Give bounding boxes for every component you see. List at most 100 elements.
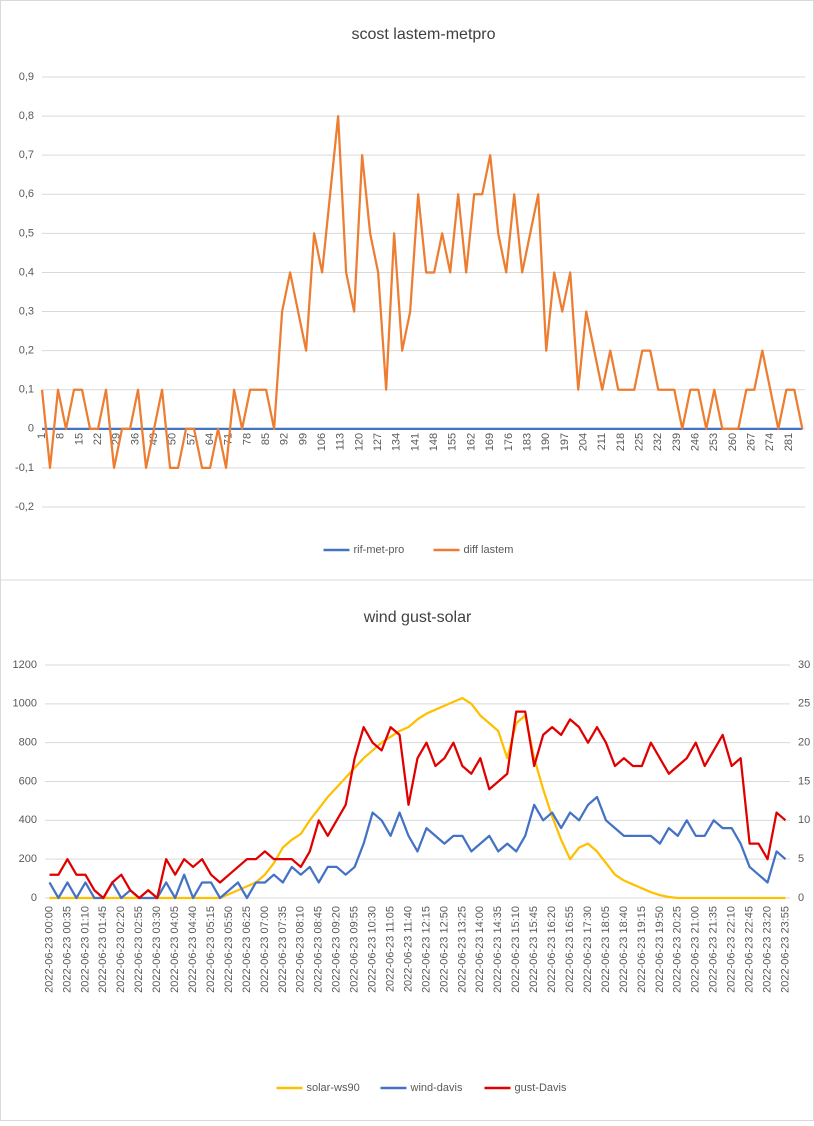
series-line bbox=[48, 795, 787, 900]
x-tick-label: 232 bbox=[652, 433, 664, 451]
x-tick-label: 2022-06-23 18:05 bbox=[600, 906, 612, 993]
x-tick-label: 78 bbox=[241, 433, 253, 445]
y-tick-label: 1200 bbox=[13, 659, 37, 671]
x-tick-label: 2022-06-23 06:25 bbox=[241, 906, 253, 993]
y-tick-label: 200 bbox=[19, 853, 37, 865]
x-tick-label: 15 bbox=[73, 433, 85, 445]
x-tick-label: 218 bbox=[615, 433, 627, 451]
x-tick-label: 2022-06-23 21:35 bbox=[708, 906, 720, 993]
x-tick-label: 190 bbox=[540, 433, 552, 451]
y-tick-label: 1000 bbox=[13, 698, 37, 710]
y-tick-label: 0,7 bbox=[19, 149, 34, 161]
x-tick-label: 57 bbox=[185, 433, 197, 445]
y-tick-label: 0,4 bbox=[19, 266, 34, 278]
x-tick-label: 2022-06-23 22:45 bbox=[744, 906, 756, 993]
x-tick-label: 2022-06-23 00:00 bbox=[43, 906, 55, 993]
x-tick-label: 211 bbox=[596, 433, 608, 451]
legend-label: solar-ws90 bbox=[307, 1082, 360, 1094]
x-tick-label: 176 bbox=[503, 433, 515, 451]
x-tick-label: 120 bbox=[353, 433, 365, 451]
x-tick-label: 2022-06-23 08:10 bbox=[295, 906, 307, 993]
series-line bbox=[49, 710, 787, 900]
x-tick-label: 134 bbox=[391, 433, 403, 451]
y2-tick-label: 5 bbox=[798, 853, 804, 865]
x-tick-label: 225 bbox=[634, 433, 646, 451]
x-tick-label: 148 bbox=[428, 433, 440, 451]
x-tick-label: 253 bbox=[708, 433, 720, 451]
x-tick-label: 169 bbox=[484, 433, 496, 451]
x-tick-label: 2022-06-23 21:00 bbox=[690, 906, 702, 993]
x-tick-label: 1 bbox=[36, 433, 48, 439]
y-tick-label: 800 bbox=[19, 737, 37, 749]
x-tick-label: 2022-06-23 05:15 bbox=[205, 906, 217, 993]
x-tick-label: 162 bbox=[465, 433, 477, 451]
x-tick-label: 2022-06-23 13:25 bbox=[456, 906, 468, 993]
y2-tick-label: 25 bbox=[798, 698, 810, 710]
x-tick-label: 36 bbox=[129, 433, 141, 445]
x-tick-label: 2022-06-23 19:15 bbox=[636, 906, 648, 993]
x-tick-label: 2022-06-23 01:45 bbox=[97, 906, 109, 993]
y-tick-label: 600 bbox=[19, 775, 37, 787]
x-tick-label: 2022-06-23 02:55 bbox=[133, 906, 145, 993]
x-tick-label: 2022-06-23 23:55 bbox=[779, 906, 791, 993]
y-tick-label: 0,6 bbox=[19, 188, 34, 200]
x-tick-label: 8 bbox=[55, 433, 67, 439]
x-tick-label: 2022-06-23 12:15 bbox=[420, 906, 432, 993]
x-tick-label: 2022-06-23 11:40 bbox=[402, 906, 414, 992]
legend-label: diff lastem bbox=[464, 544, 514, 556]
x-tick-label: 2022-06-23 02:20 bbox=[115, 906, 127, 993]
x-tick-label: 2022-06-23 15:10 bbox=[510, 906, 522, 993]
y-tick-label: 0,3 bbox=[19, 305, 34, 317]
x-tick-label: 2022-06-23 08:45 bbox=[313, 906, 325, 993]
x-tick-label: 2022-06-23 16:20 bbox=[546, 906, 558, 993]
y-tick-label: 0,5 bbox=[19, 227, 34, 239]
y-tick-label: 0 bbox=[28, 423, 34, 435]
x-tick-label: 2022-06-23 11:05 bbox=[384, 906, 396, 992]
x-tick-label: 2022-06-23 00:35 bbox=[61, 906, 73, 993]
x-tick-label: 2022-06-23 19:50 bbox=[654, 906, 666, 993]
series-line bbox=[40, 114, 804, 470]
x-tick-label: 204 bbox=[577, 433, 589, 451]
legend-label: rif-met-pro bbox=[354, 544, 405, 556]
y2-tick-label: 20 bbox=[798, 737, 810, 749]
x-tick-label: 2022-06-23 09:20 bbox=[331, 906, 343, 993]
series-line bbox=[49, 696, 786, 900]
x-tick-label: 50 bbox=[167, 433, 179, 445]
x-tick-label: 2022-06-23 07:35 bbox=[277, 906, 289, 993]
x-tick-label: 2022-06-23 18:40 bbox=[618, 906, 630, 993]
x-tick-label: 2022-06-23 10:30 bbox=[367, 906, 379, 993]
x-tick-label: 2022-06-23 05:50 bbox=[223, 906, 235, 993]
x-tick-label: 2022-06-23 01:10 bbox=[79, 906, 91, 993]
x-tick-label: 274 bbox=[764, 433, 776, 451]
x-tick-label: 267 bbox=[746, 433, 758, 451]
x-tick-label: 2022-06-23 03:30 bbox=[151, 906, 163, 993]
y2-tick-label: 0 bbox=[798, 892, 804, 904]
x-tick-label: 22 bbox=[92, 433, 104, 445]
x-tick-label: 113 bbox=[335, 433, 347, 451]
y-tick-label: -0,2 bbox=[15, 501, 34, 513]
x-tick-label: 2022-06-23 17:30 bbox=[582, 906, 594, 993]
x-tick-label: 92 bbox=[279, 433, 291, 445]
chart-title: scost lastem-metpro bbox=[351, 26, 495, 43]
y2-tick-label: 30 bbox=[798, 659, 810, 671]
x-tick-label: 2022-06-23 23:20 bbox=[761, 906, 773, 993]
y2-tick-label: 15 bbox=[798, 775, 810, 787]
x-tick-label: 2022-06-23 09:55 bbox=[349, 906, 361, 993]
legend-label: gust-Davis bbox=[515, 1082, 567, 1094]
x-tick-label: 127 bbox=[372, 433, 384, 451]
x-tick-label: 2022-06-23 16:55 bbox=[564, 906, 576, 993]
x-tick-label: 155 bbox=[447, 433, 459, 451]
chart-title: wind gust-solar bbox=[363, 609, 472, 626]
x-tick-label: 106 bbox=[316, 433, 328, 451]
y-tick-label: -0,1 bbox=[15, 462, 34, 474]
y-tick-label: 0,2 bbox=[19, 345, 34, 357]
legend-label: wind-davis bbox=[410, 1082, 463, 1094]
y-tick-label: 0,1 bbox=[19, 384, 34, 396]
y-tick-label: 0,8 bbox=[19, 110, 34, 122]
y-tick-label: 0,9 bbox=[19, 71, 34, 83]
y-tick-label: 400 bbox=[19, 814, 37, 826]
x-tick-label: 2022-06-23 04:05 bbox=[169, 906, 181, 993]
x-tick-label: 2022-06-23 14:00 bbox=[474, 906, 486, 993]
x-tick-label: 2022-06-23 15:45 bbox=[528, 906, 540, 993]
